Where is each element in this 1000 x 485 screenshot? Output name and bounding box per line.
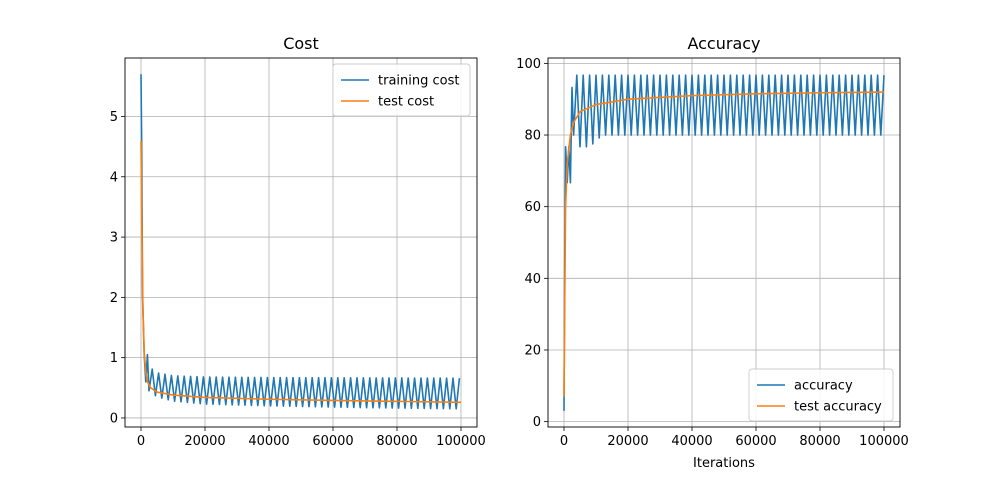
series-line-1 — [140, 140, 462, 404]
x-tick-label: 60000 — [312, 434, 353, 449]
legend-label-1: test accuracy — [794, 400, 882, 415]
plot-frame — [124, 57, 478, 428]
y-tick-label: 5 — [110, 110, 118, 125]
x-tick-label: 80000 — [799, 434, 840, 449]
legend-label-0: training cost — [378, 74, 459, 89]
x-tick-label: 60000 — [735, 434, 776, 449]
legend: accuracy test accuracy — [748, 368, 894, 422]
plot-frame — [547, 57, 901, 428]
y-tick-label: 20 — [524, 343, 541, 358]
series-line-0 — [563, 74, 885, 411]
legend-box — [748, 368, 894, 422]
x-tick-label: 0 — [560, 434, 568, 449]
legend-label-1: test cost — [378, 95, 434, 110]
x-tick-label: 80000 — [376, 434, 417, 449]
x-tick-label: 100000 — [436, 434, 486, 449]
y-tick-label: 0 — [533, 415, 541, 430]
legend: training cost test cost — [332, 63, 471, 117]
y-tick-label: 3 — [110, 231, 118, 246]
y-tick-label: 2 — [110, 291, 118, 306]
x-tick-label: 0 — [137, 434, 145, 449]
x-tick-label: 40000 — [671, 434, 712, 449]
y-tick-label: 40 — [524, 272, 541, 287]
y-tick-label: 80 — [524, 129, 541, 144]
series-line-0 — [140, 74, 461, 410]
x-tick-label: 40000 — [248, 434, 289, 449]
chart-title: Cost — [283, 34, 319, 53]
legend-box — [332, 63, 471, 117]
x-tick-label: 20000 — [607, 434, 648, 449]
legend-label-0: accuracy — [794, 379, 853, 394]
y-tick-label: 100 — [516, 57, 541, 72]
cost-chart: 0 20000 40000 60000 80000 100000012345Costtra… — [110, 34, 486, 449]
x-axis-label: Iterations — [693, 456, 755, 471]
chart-title: Accuracy — [687, 34, 760, 53]
y-tick-label: 4 — [110, 170, 118, 185]
x-tick-label: 20000 — [184, 434, 225, 449]
x-tick-label: 100000 — [859, 434, 909, 449]
y-tick-label: 1 — [110, 351, 118, 366]
series-line-1 — [563, 91, 885, 397]
accuracy-chart: 0 20000 40000 60000 80000 100000 0 20 40 60 80 100 A… — [516, 34, 909, 471]
y-tick-label: 0 — [110, 411, 118, 426]
y-tick-label: 60 — [524, 200, 541, 215]
